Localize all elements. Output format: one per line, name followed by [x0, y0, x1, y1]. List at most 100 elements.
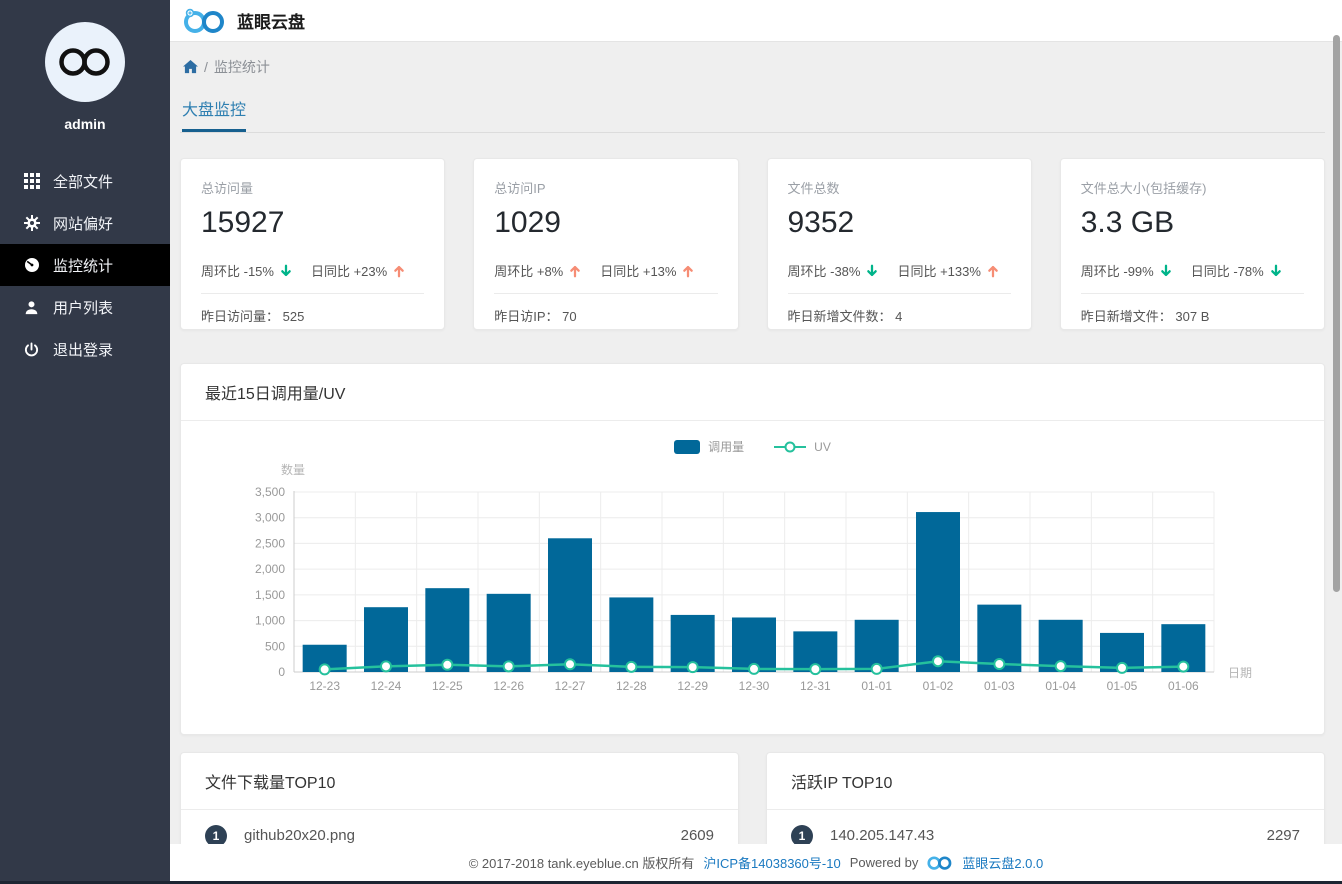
uv-point[interactable]: [441, 658, 454, 671]
x-tick-label: 12-23: [309, 679, 340, 693]
uv-point[interactable]: [686, 661, 699, 674]
uv-point[interactable]: [502, 660, 515, 673]
rank-badge: 1: [205, 824, 227, 847]
sidebar-item-label: 用户列表: [53, 299, 114, 317]
uv-point[interactable]: [1177, 660, 1190, 673]
legend-line-swatch[interactable]: [774, 440, 807, 454]
x-tick-label: 01-06: [1168, 679, 1199, 693]
uv-point[interactable]: [564, 658, 576, 671]
stat-footer: 昨日访问量： 525: [201, 309, 305, 324]
x-tick-label: 12-31: [800, 679, 831, 693]
scrollbar-thumb[interactable]: [1333, 35, 1340, 592]
legend-bar-swatch[interactable]: [674, 439, 701, 454]
y-tick-label: 3,000: [255, 511, 285, 525]
trend-arrow-icon: [865, 264, 879, 278]
page-footer: © 2017-2018 tank.eyeblue.cn 版权所有 沪ICP备14…: [170, 844, 1342, 881]
sidebar-item-label: 退出登录: [53, 341, 114, 359]
avatar[interactable]: [45, 22, 125, 102]
stat-card-total-visits: 总访问量 15927 周环比 -15% 日同比 +23% 昨日访问量： 525: [180, 158, 446, 330]
powered-by-text: Powered by: [849, 855, 919, 870]
main-content: / 监控统计 大盘监控 总访问量 15927 周环比 -15% 日同比 +23%…: [170, 42, 1342, 884]
stat-value: 15927: [201, 206, 285, 239]
home-icon[interactable]: [183, 60, 198, 74]
y-tick-label: 500: [265, 639, 285, 653]
stat-title: 文件总大小(包括缓存): [1080, 181, 1207, 196]
icp-link[interactable]: 沪ICP备14038360号-10: [703, 856, 841, 871]
x-tick-label: 12-28: [616, 679, 647, 693]
sidebar-item-logout[interactable]: 退出登录: [0, 328, 170, 370]
legend-line-label[interactable]: UV: [814, 439, 831, 454]
gear-icon: [23, 215, 40, 232]
bar-调用量[interactable]: [548, 538, 592, 672]
stat-card-total-ips: 总访问IP 1029 周环比 +8% 日同比 +13% 昨日访IP： 70: [473, 158, 739, 330]
y-tick-label: 0: [278, 665, 285, 679]
stat-footer: 昨日访IP： 70: [494, 309, 577, 324]
stat-footer: 昨日新增文件数： 4: [787, 309, 903, 324]
y-tick-label: 2,000: [255, 562, 285, 576]
stat-footer: 昨日新增文件： 307 B: [1080, 309, 1210, 324]
week-trend-label: 周环比 -99%: [1080, 264, 1154, 279]
trend-arrow-icon: [279, 264, 293, 278]
uv-point[interactable]: [625, 660, 638, 673]
legend-bar-label[interactable]: 调用量: [708, 440, 745, 454]
chart-legend: 调用量 UV: [181, 438, 1324, 455]
y-axis-name: 数量: [281, 462, 305, 477]
sidebar-item-users[interactable]: 用户列表: [0, 286, 170, 328]
app-title: 蓝眼云盘: [237, 13, 305, 32]
dashboard-icon: [23, 257, 40, 274]
trend-arrow-icon: [1159, 264, 1173, 278]
y-tick-label: 1,000: [255, 614, 285, 628]
sidebar-item-preferences[interactable]: 网站偏好: [0, 202, 170, 244]
stat-card-total-size: 文件总大小(包括缓存) 3.3 GB 周环比 -99% 日同比 -78% 昨日新…: [1059, 158, 1325, 330]
uv-point[interactable]: [809, 663, 822, 676]
list-item-label: github20x20.png: [244, 827, 355, 844]
x-tick-label: 01-05: [1107, 679, 1138, 693]
x-tick-label: 12-24: [371, 679, 402, 693]
y-tick-label: 1,500: [255, 588, 285, 602]
list-title: 活跃IP TOP10: [767, 753, 1324, 810]
x-tick-label: 12-26: [493, 679, 524, 693]
brand-infinity-icon: [59, 48, 110, 76]
uv-point[interactable]: [932, 655, 944, 668]
x-tick-label: 12-25: [432, 679, 463, 693]
stat-cards-row: 总访问量 15927 周环比 -15% 日同比 +23% 昨日访问量： 525 …: [180, 158, 1325, 330]
stat-title: 总访问IP: [494, 181, 546, 196]
uv-point[interactable]: [870, 662, 883, 675]
uv-point[interactable]: [318, 663, 331, 676]
bar-调用量[interactable]: [609, 597, 654, 672]
brand-version-link[interactable]: 蓝眼云盘2.0.0: [962, 856, 1044, 871]
window-bottom-edge: [0, 881, 1342, 884]
tab-dashboard-monitor[interactable]: 大盘监控: [182, 96, 247, 132]
uv-point[interactable]: [1054, 660, 1067, 673]
app-header: 蓝眼云盘: [170, 0, 1342, 42]
sidebar-item-all-files[interactable]: 全部文件: [0, 160, 170, 202]
sidebar-item-monitoring[interactable]: 监控统计: [0, 244, 170, 286]
footer-logo-icon: [927, 856, 952, 870]
sidebar-item-label: 监控统计: [53, 257, 114, 275]
chart-title: 最近15日调用量/UV: [181, 364, 1324, 421]
sidebar-menu: 全部文件 网站偏好: [0, 160, 170, 370]
day-trend-label: 日同比 +23%: [310, 264, 388, 279]
power-icon: [23, 341, 40, 358]
uv-point[interactable]: [993, 658, 1006, 671]
sidebar: admin 全部文件 网站偏: [0, 0, 170, 884]
uv-point[interactable]: [748, 662, 760, 675]
breadcrumb-current: 监控统计: [213, 59, 270, 75]
rank-badge: 1: [791, 824, 813, 847]
day-trend-label: 日同比 -78%: [1190, 264, 1264, 279]
tab-bar: 大盘监控: [180, 96, 1325, 133]
uv-point[interactable]: [380, 660, 392, 673]
week-trend-label: 周环比 -38%: [787, 264, 861, 279]
bar-调用量[interactable]: [486, 593, 531, 672]
trend-arrow-icon: [681, 264, 695, 278]
app-logo-icon[interactable]: [183, 7, 227, 35]
uv-point[interactable]: [1116, 661, 1128, 674]
bar-调用量[interactable]: [916, 512, 960, 672]
stat-value: 9352: [787, 206, 855, 239]
list-item-value: 2297: [1266, 827, 1300, 844]
x-axis-name: 日期: [1228, 666, 1252, 680]
breadcrumb-separator: /: [204, 59, 208, 75]
bar-调用量[interactable]: [425, 588, 470, 672]
list-item-value: 2609: [680, 827, 714, 844]
